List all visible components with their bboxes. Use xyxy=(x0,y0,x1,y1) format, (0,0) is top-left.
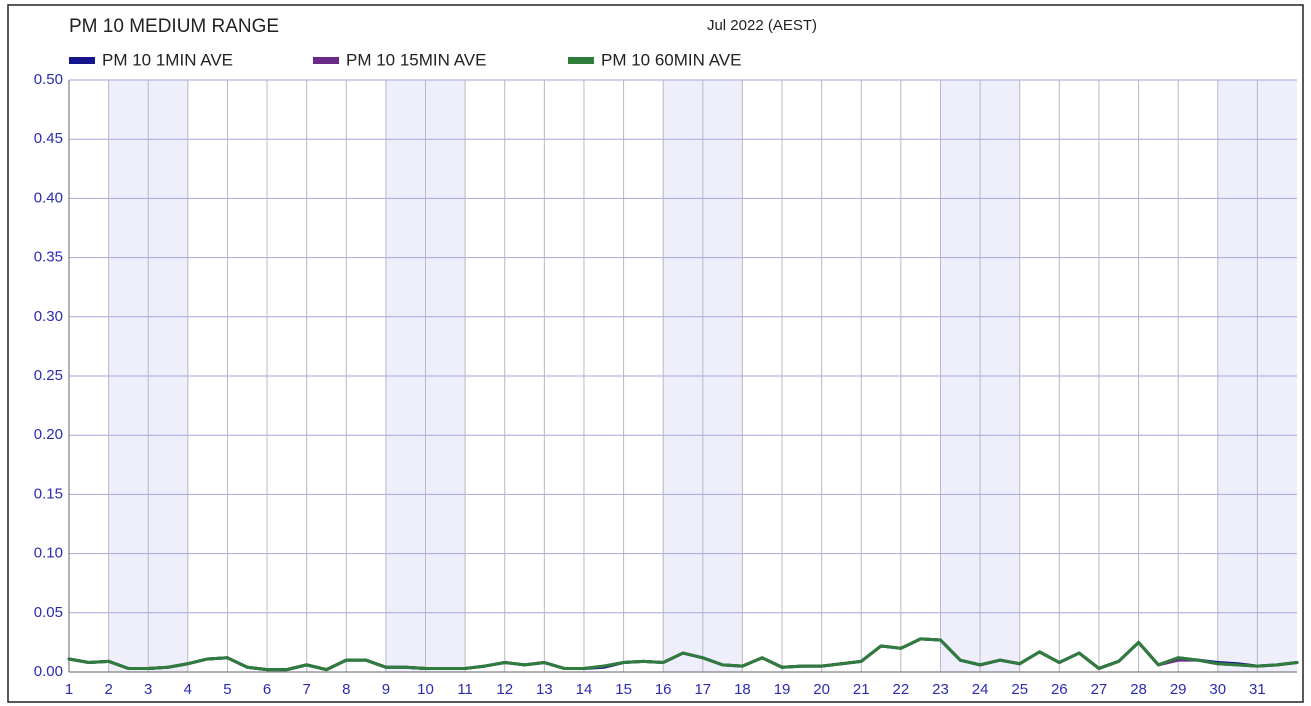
x-tick-label: 12 xyxy=(496,681,513,698)
y-tick-label: 0.20 xyxy=(34,426,63,443)
x-tick-label: 27 xyxy=(1091,681,1108,698)
x-tick-label: 4 xyxy=(184,681,192,698)
y-tick-label: 0.10 xyxy=(34,545,63,562)
x-tick-label: 30 xyxy=(1209,681,1226,698)
x-tick-label: 28 xyxy=(1130,681,1147,698)
x-tick-label: 26 xyxy=(1051,681,1068,698)
chart-title: PM 10 MEDIUM RANGE xyxy=(69,16,279,37)
y-tick-label: 0.40 xyxy=(34,189,63,206)
x-tick-label: 13 xyxy=(536,681,553,698)
x-tick-label: 9 xyxy=(382,681,390,698)
x-tick-label: 29 xyxy=(1170,681,1187,698)
y-tick-label: 0.30 xyxy=(34,308,63,325)
x-tick-label: 11 xyxy=(457,681,473,698)
y-tick-label: 0.50 xyxy=(34,71,63,88)
x-tick-label: 10 xyxy=(417,681,434,698)
x-tick-label: 18 xyxy=(734,681,751,698)
x-tick-label: 20 xyxy=(813,681,830,698)
x-tick-label: 8 xyxy=(342,681,350,698)
y-tick-label: 0.45 xyxy=(34,130,63,147)
x-tick-label: 31 xyxy=(1249,681,1266,698)
x-tick-label: 19 xyxy=(774,681,791,698)
chart-subtitle: Jul 2022 (AEST) xyxy=(707,17,817,34)
x-tick-label: 23 xyxy=(932,681,949,698)
y-tick-label: 0.35 xyxy=(34,249,63,266)
frame xyxy=(7,4,1304,703)
y-tick-label: 0.00 xyxy=(34,663,63,680)
x-tick-label: 5 xyxy=(223,681,231,698)
legend-label: PM 10 60MIN AVE xyxy=(601,50,741,69)
x-tick-label: 21 xyxy=(853,681,870,698)
x-tick-label: 17 xyxy=(694,681,711,698)
x-tick-label: 25 xyxy=(1011,681,1028,698)
x-tick-label: 24 xyxy=(972,681,989,698)
y-tick-label: 0.15 xyxy=(34,485,63,502)
legend-swatch xyxy=(568,57,594,64)
x-tick-label: 22 xyxy=(893,681,910,698)
legend-label: PM 10 1MIN AVE xyxy=(102,50,233,69)
legend-swatch xyxy=(313,57,339,64)
x-tick-label: 14 xyxy=(576,681,593,698)
x-tick-label: 2 xyxy=(104,681,112,698)
y-tick-label: 0.25 xyxy=(34,367,63,384)
legend-swatch xyxy=(69,57,95,64)
x-tick-label: 1 xyxy=(65,681,73,698)
x-tick-label: 7 xyxy=(303,681,311,698)
x-tick-label: 16 xyxy=(655,681,672,698)
x-tick-label: 6 xyxy=(263,681,271,698)
legend-label: PM 10 15MIN AVE xyxy=(346,50,486,69)
y-tick-label: 0.05 xyxy=(34,604,63,621)
x-tick-label: 3 xyxy=(144,681,152,698)
x-tick-label: 15 xyxy=(615,681,632,698)
series-line xyxy=(67,637,1299,672)
